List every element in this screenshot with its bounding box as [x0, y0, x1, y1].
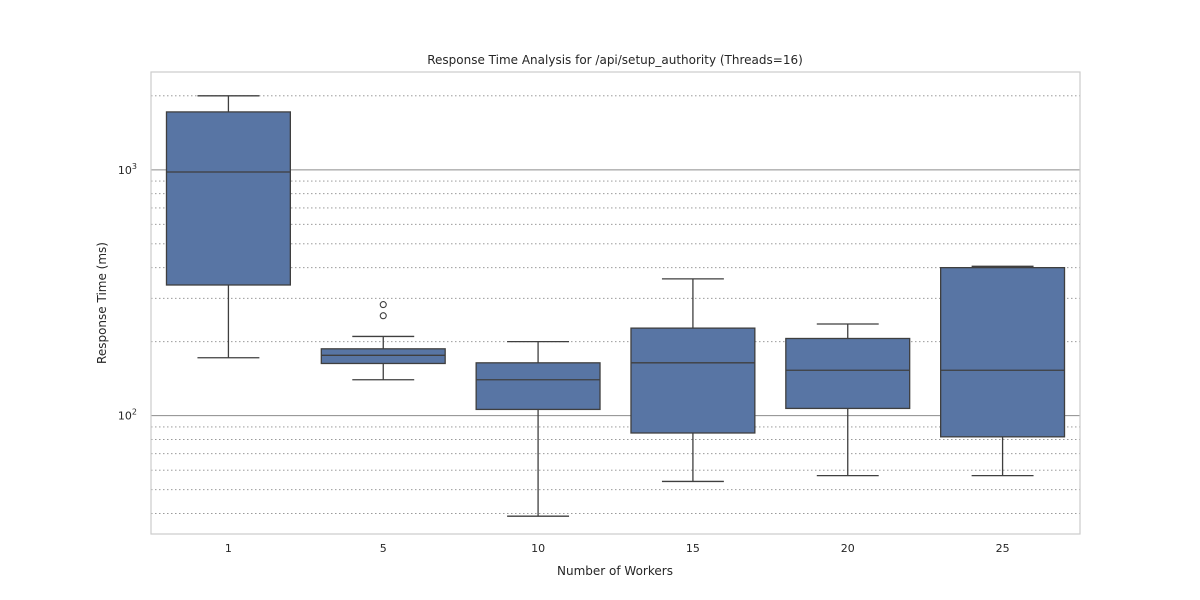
x-tick-label: 20: [841, 542, 855, 555]
x-tick-label: 1: [225, 542, 232, 555]
box-1: [165, 95, 292, 359]
y-tick-label: 103: [118, 162, 137, 177]
grid-layer: [151, 95, 1080, 514]
outlier-point: [379, 301, 387, 309]
box-10: [475, 340, 601, 517]
plot-frame: [150, 71, 1081, 535]
box-layer: [165, 95, 1066, 517]
box-5: [320, 301, 446, 381]
iqr-box: [475, 362, 601, 411]
x-tick-labels: 1 5 10 15 20 25: [225, 542, 1010, 555]
iqr-box: [940, 266, 1066, 438]
x-axis-label: Number of Workers: [557, 564, 673, 578]
y-tick-label: 102: [118, 408, 137, 423]
iqr-box: [320, 348, 446, 365]
x-tick-label: 5: [380, 542, 387, 555]
x-tick-label: 25: [996, 542, 1010, 555]
box-20: [785, 323, 911, 477]
box-25: [940, 265, 1066, 477]
chart-title: Response Time Analysis for /api/setup_au…: [427, 53, 803, 67]
x-tick-label: 15: [686, 542, 700, 555]
iqr-box: [165, 111, 292, 286]
iqr-box: [785, 337, 911, 410]
y-axis-label: Response Time (ms): [95, 242, 109, 364]
y-tick-labels: 102 103: [118, 162, 137, 423]
outlier-point: [379, 312, 387, 320]
x-tick-label: 10: [531, 542, 545, 555]
iqr-box: [630, 327, 756, 434]
box-15: [630, 278, 756, 483]
